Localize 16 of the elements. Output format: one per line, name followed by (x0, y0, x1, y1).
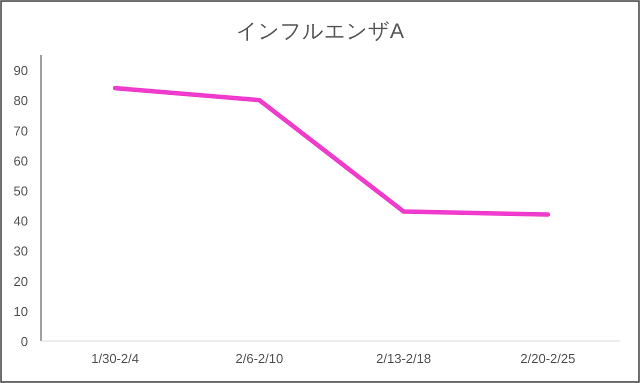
y-tick-label: 90 (14, 63, 28, 78)
x-tick-label: 2/13-2/18 (376, 351, 432, 366)
x-tick-label: 2/20-2/25 (520, 351, 576, 366)
y-tick-label: 50 (14, 183, 28, 198)
x-tick-label: 1/30-2/4 (91, 351, 139, 366)
y-tick-label: 40 (14, 214, 28, 229)
y-tick-label: 80 (14, 93, 28, 108)
y-tick-label: 0 (20, 334, 28, 349)
y-tick-label: 10 (14, 304, 28, 319)
chart-title: インフルエンザA (236, 20, 404, 43)
line-series (112, 86, 550, 217)
x-tick-label: 2/6-2/10 (236, 351, 284, 366)
y-tick-label: 60 (14, 153, 28, 168)
y-tick-label: 20 (14, 274, 28, 289)
y-tick-label: 30 (14, 244, 28, 259)
y-tick-label: 70 (14, 123, 28, 138)
